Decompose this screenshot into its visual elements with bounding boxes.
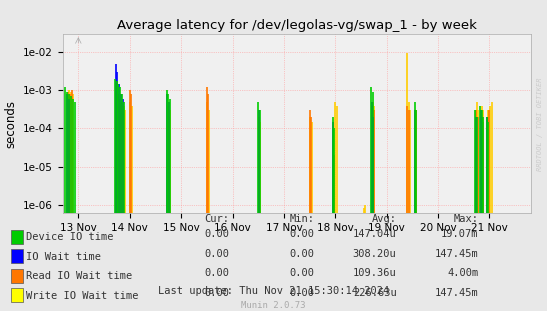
Text: 19.07m: 19.07m bbox=[441, 229, 479, 239]
Text: 147.45m: 147.45m bbox=[435, 249, 479, 259]
Text: Cur:: Cur: bbox=[205, 214, 230, 224]
Text: 0.00: 0.00 bbox=[205, 288, 230, 298]
Text: Avg:: Avg: bbox=[371, 214, 397, 224]
Text: 0.00: 0.00 bbox=[205, 268, 230, 278]
Text: 147.45m: 147.45m bbox=[435, 288, 479, 298]
Text: 4.00m: 4.00m bbox=[447, 268, 479, 278]
Text: 0.00: 0.00 bbox=[205, 249, 230, 259]
Text: RRDTOOL / TOBI OETIKER: RRDTOOL / TOBI OETIKER bbox=[537, 78, 543, 171]
Text: Read IO Wait time: Read IO Wait time bbox=[26, 272, 132, 281]
Title: Average latency for /dev/legolas-vg/swap_1 - by week: Average latency for /dev/legolas-vg/swap… bbox=[117, 19, 476, 32]
Text: Write IO Wait time: Write IO Wait time bbox=[26, 291, 139, 301]
Text: 226.63u: 226.63u bbox=[353, 288, 397, 298]
Text: Min:: Min: bbox=[289, 214, 315, 224]
Text: Device IO time: Device IO time bbox=[26, 232, 114, 242]
Text: Last update: Thu Nov 21 15:30:14 2024: Last update: Thu Nov 21 15:30:14 2024 bbox=[158, 286, 389, 296]
Text: 0.00: 0.00 bbox=[289, 268, 315, 278]
Text: 147.04u: 147.04u bbox=[353, 229, 397, 239]
Text: 0.00: 0.00 bbox=[205, 229, 230, 239]
Y-axis label: seconds: seconds bbox=[5, 100, 18, 148]
Text: IO Wait time: IO Wait time bbox=[26, 252, 101, 262]
Text: 0.00: 0.00 bbox=[289, 249, 315, 259]
Text: Max:: Max: bbox=[453, 214, 479, 224]
Text: 308.20u: 308.20u bbox=[353, 249, 397, 259]
Text: 0.00: 0.00 bbox=[289, 229, 315, 239]
Text: 109.36u: 109.36u bbox=[353, 268, 397, 278]
Text: Munin 2.0.73: Munin 2.0.73 bbox=[241, 301, 306, 310]
Text: 0.00: 0.00 bbox=[289, 288, 315, 298]
